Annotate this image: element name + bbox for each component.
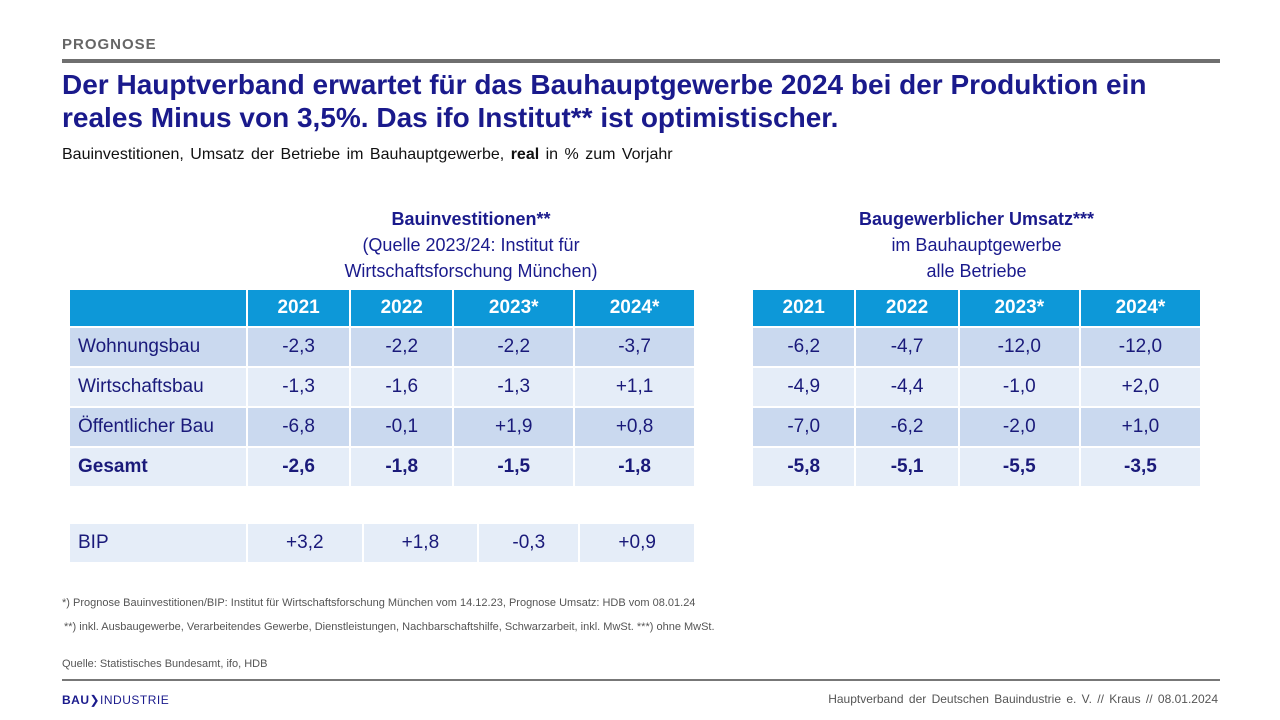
table-cell: +3,2 bbox=[248, 524, 362, 562]
column-header: 2023* bbox=[959, 290, 1079, 326]
row-label: BIP bbox=[70, 524, 246, 562]
table-cell: -1,8 bbox=[575, 448, 694, 486]
table-cell: +1,8 bbox=[363, 524, 478, 562]
table-cell: +1,9 bbox=[454, 408, 574, 446]
slide-title: Der Hauptverband erwartet für das Bauhau… bbox=[62, 69, 1147, 133]
column-header: 2024* bbox=[1080, 290, 1200, 326]
footnote: *) Prognose Bauinvestitionen/BIP: Instit… bbox=[62, 597, 696, 609]
table-cell: -5,5 bbox=[959, 448, 1079, 486]
column-header: 2021 bbox=[248, 290, 350, 326]
subtitle-bold: real bbox=[510, 146, 540, 163]
row-label: Gesamt bbox=[70, 448, 246, 486]
column-header: 2021 bbox=[753, 290, 855, 326]
column-header bbox=[70, 290, 246, 326]
table-row: -7,0 -6,2 -2,0 +1,0 bbox=[753, 408, 1200, 446]
table-cell: -1,0 bbox=[959, 368, 1079, 406]
logo: BAU❯INDUSTRIE bbox=[62, 693, 170, 707]
investment-table: 2021 2022 2023* 2024* Wohnungsbau -2,3 -2,2 -2,… bbox=[68, 288, 696, 488]
table-cell: -1,3 bbox=[454, 368, 574, 406]
table-cell: -4,9 bbox=[753, 368, 855, 406]
row-label: Öffentlicher Bau bbox=[70, 408, 246, 446]
slide-subtitle: Bauinvestitionen, Umsatz der Betriebe im… bbox=[62, 146, 673, 164]
footer-text: Hauptverband der Deutschen Bauindustrie … bbox=[828, 692, 1218, 706]
table-cell: -3,7 bbox=[575, 328, 694, 366]
header-row: 2021 2022 2023* 2024* bbox=[753, 290, 1200, 326]
table-cell: -1,6 bbox=[351, 368, 453, 406]
column-header: 2023* bbox=[454, 290, 574, 326]
table-row: -5,8 -5,1 -5,5 -3,5 bbox=[753, 448, 1200, 486]
left-caption: Bauinvestitionen** (Quelle 2023/24: Inst… bbox=[246, 206, 696, 284]
subtitle-text-end: in % zum Vorjahr bbox=[545, 146, 673, 163]
table-cell: -1,3 bbox=[248, 368, 350, 406]
table-cell: +1,1 bbox=[575, 368, 694, 406]
table-cell: +2,0 bbox=[1080, 368, 1200, 406]
column-header: 2022 bbox=[856, 290, 958, 326]
table-cell: -4,4 bbox=[856, 368, 958, 406]
table-cell: -2,2 bbox=[351, 328, 453, 366]
bip-table: BIP +3,2 +1,8 -0,3 +0,9 bbox=[68, 522, 696, 564]
table-cell: -5,8 bbox=[753, 448, 855, 486]
table-cell: -1,5 bbox=[454, 448, 574, 486]
table-row: -6,2 -4,7 -12,0 -12,0 bbox=[753, 328, 1200, 366]
table-cell: -1,8 bbox=[351, 448, 453, 486]
footnote: **) inkl. Ausbaugewerbe, Verarbeitendes … bbox=[64, 621, 715, 633]
header-row: 2021 2022 2023* 2024* bbox=[70, 290, 694, 326]
revenue-table: 2021 2022 2023* 2024* -6,2 -4,7 -12,0 -12,0 -4,9… bbox=[751, 288, 1202, 488]
table-row: BIP +3,2 +1,8 -0,3 +0,9 bbox=[70, 524, 694, 562]
row-label: Wirtschaftsbau bbox=[70, 368, 246, 406]
table-row: Gesamt -2,6 -1,8 -1,5 -1,8 bbox=[70, 448, 694, 486]
column-header: 2022 bbox=[351, 290, 453, 326]
table-cell: -2,3 bbox=[248, 328, 350, 366]
table-cell: -12,0 bbox=[1080, 328, 1200, 366]
table-cell: -2,2 bbox=[454, 328, 574, 366]
table-cell: -2,0 bbox=[959, 408, 1079, 446]
table-cell: -0,1 bbox=[351, 408, 453, 446]
left-caption-line: (Quelle 2023/24: Institut für bbox=[362, 235, 580, 255]
right-caption-line: im Bauhauptgewerbe bbox=[891, 235, 1062, 255]
kicker: PROGNOSE bbox=[62, 36, 157, 53]
right-caption-title: Baugewerblicher Umsatz*** bbox=[858, 209, 1095, 229]
table-cell: -3,5 bbox=[1080, 448, 1200, 486]
table-cell: -7,0 bbox=[753, 408, 855, 446]
table-cell: +0,8 bbox=[575, 408, 694, 446]
table-cell: -4,7 bbox=[856, 328, 958, 366]
left-caption-title: Bauinvestitionen** bbox=[391, 209, 551, 229]
table-cell: +1,0 bbox=[1080, 408, 1200, 446]
subtitle-text: Bauinvestitionen, Umsatz der Betriebe im… bbox=[62, 146, 505, 163]
right-caption-line: alle Betriebe bbox=[926, 261, 1027, 281]
table-cell: -6,2 bbox=[856, 408, 958, 446]
table-cell: -12,0 bbox=[959, 328, 1079, 366]
table-row: Wirtschaftsbau -1,3 -1,6 -1,3 +1,1 bbox=[70, 368, 694, 406]
table-row: -4,9 -4,4 -1,0 +2,0 bbox=[753, 368, 1200, 406]
row-label: Wohnungsbau bbox=[70, 328, 246, 366]
right-caption: Baugewerblicher Umsatz*** im Bauhauptgew… bbox=[753, 206, 1200, 284]
table-cell: +0,9 bbox=[580, 524, 694, 562]
table-cell: -6,8 bbox=[248, 408, 350, 446]
source-note: Quelle: Statistisches Bundesamt, ifo, HD… bbox=[62, 658, 268, 670]
table-cell: -2,6 bbox=[248, 448, 350, 486]
table-row: Wohnungsbau -2,3 -2,2 -2,2 -3,7 bbox=[70, 328, 694, 366]
left-caption-line: Wirtschaftsforschung München) bbox=[344, 261, 598, 281]
bottom-divider bbox=[62, 679, 1220, 681]
column-header: 2024* bbox=[575, 290, 694, 326]
table-cell: -5,1 bbox=[856, 448, 958, 486]
table-cell: -0,3 bbox=[479, 524, 579, 562]
table-cell: -6,2 bbox=[753, 328, 855, 366]
top-divider bbox=[62, 59, 1220, 63]
table-row: Öffentlicher Bau -6,8 -0,1 +1,9 +0,8 bbox=[70, 408, 694, 446]
